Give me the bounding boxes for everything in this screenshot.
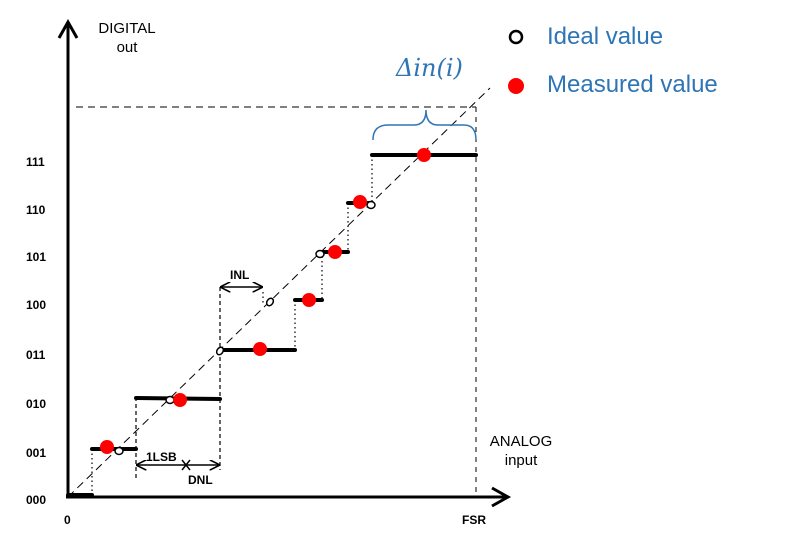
one-lsb-label: 1LSB xyxy=(146,450,177,464)
measured-point xyxy=(100,440,114,454)
dimension-arrows xyxy=(137,287,262,471)
ideal-point xyxy=(114,446,124,456)
ideal-diagonal-line xyxy=(67,87,491,498)
ideal-point xyxy=(315,249,325,259)
projection-lines xyxy=(91,155,373,495)
legend-measured-label: Measured value xyxy=(547,71,718,98)
x-tick-label-origin: 0 xyxy=(64,513,71,527)
measured-point xyxy=(328,245,342,259)
measured-point xyxy=(417,148,431,162)
y-axis-arrowhead xyxy=(57,18,79,39)
measured-point xyxy=(253,342,267,356)
delta-in-label: Δin(i) xyxy=(396,54,463,82)
measured-point xyxy=(353,195,367,209)
ideal-point xyxy=(366,200,376,210)
measured-points xyxy=(100,148,431,454)
y-tick-label: 001 xyxy=(26,446,47,460)
y-tick-label: 010 xyxy=(26,397,47,411)
legend-ideal-label: Ideal value xyxy=(547,23,664,50)
y-axis-title: DIGITAL out xyxy=(90,19,164,57)
y-tick-label: 011 xyxy=(26,348,46,362)
axes xyxy=(57,18,512,508)
inl-label: INL xyxy=(230,268,250,282)
y-axis-title-line: out xyxy=(116,39,138,56)
y-axis-title-line: DIGITAL xyxy=(98,20,156,37)
y-tick-label: 110 xyxy=(26,203,46,217)
guides xyxy=(67,87,491,498)
y-tick-label: 111 xyxy=(26,155,45,169)
measured-point xyxy=(173,393,187,407)
dnl-tick-right xyxy=(181,459,191,471)
y-tick-label: 100 xyxy=(26,298,47,312)
ideal-point xyxy=(215,346,225,356)
ideal-point xyxy=(165,395,175,405)
legend-measured-marker xyxy=(508,78,524,94)
ideal-points xyxy=(114,200,376,456)
x-axis-title-line: input xyxy=(504,452,538,469)
y-tick-label: 000 xyxy=(26,493,47,507)
y-tick-label: 101 xyxy=(26,250,47,264)
measured-steps xyxy=(66,153,478,497)
x-axis-arrowhead xyxy=(491,486,512,508)
dnl-label: DNL xyxy=(188,473,213,487)
ideal-point xyxy=(265,297,275,307)
delta-in-brace xyxy=(372,109,477,141)
legend-ideal-marker xyxy=(508,29,524,45)
x-axis-title-line: ANALOG xyxy=(489,433,553,450)
measured-point xyxy=(302,293,316,307)
x-tick-label-fsr: FSR xyxy=(462,513,486,527)
x-axis-title: ANALOG input xyxy=(484,432,558,470)
